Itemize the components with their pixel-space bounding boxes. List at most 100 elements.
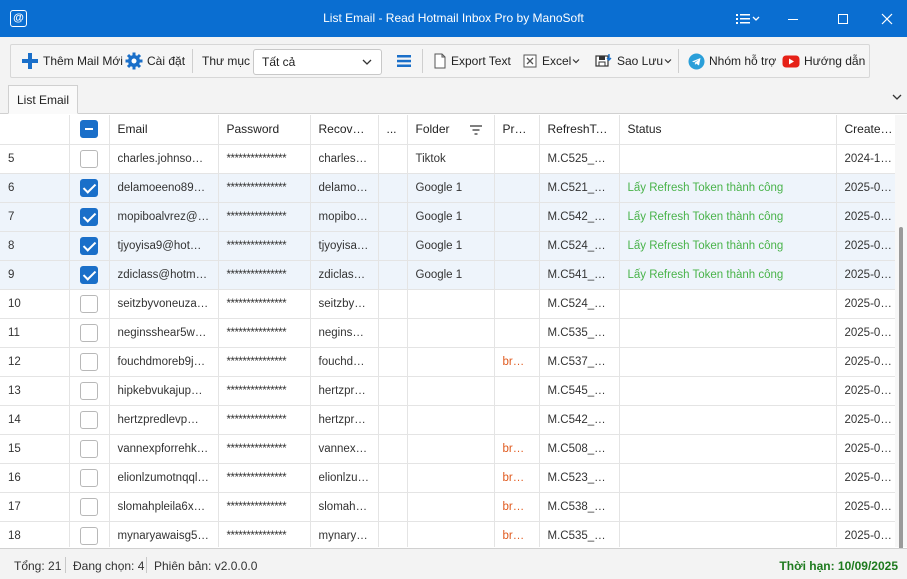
table-row[interactable]: 15 vannexpforrehk@... *************** vanne… <box>0 434 895 464</box>
scrollbar-thumb[interactable] <box>899 227 903 557</box>
window-menu-button[interactable] <box>728 0 768 37</box>
excel-label: Excel <box>542 54 572 68</box>
row-checkbox[interactable] <box>80 381 98 400</box>
row-checkbox[interactable] <box>80 497 98 516</box>
table-row[interactable]: 13 hipkebvukajup@... *************** hertzp… <box>0 376 895 406</box>
telegram-icon <box>688 53 705 69</box>
toolbar: Thêm Mail Mới Cài đặt Thư mục Tất cả Exp… <box>0 37 907 85</box>
cell-extra <box>378 202 408 232</box>
settings-button[interactable]: Cài đặt <box>125 45 185 77</box>
table-row[interactable]: 6 delamoeeno89@... *************** delamoe.… <box>0 173 895 203</box>
row-checkbox[interactable] <box>80 468 98 487</box>
cell-select[interactable] <box>69 289 110 319</box>
cell-select[interactable] <box>69 521 110 547</box>
cell-select[interactable] <box>69 260 110 290</box>
row-checkbox[interactable] <box>80 352 98 371</box>
table-row[interactable]: 16 elionlzumotnqql@... *************** elio… <box>0 463 895 493</box>
table-row[interactable]: 17 slomahpleila6xo@... *************** slom… <box>0 492 895 522</box>
column-header-extra[interactable]: ... <box>378 115 408 145</box>
vertical-scrollbar[interactable] <box>895 115 907 557</box>
folder-select[interactable]: Tất cả <box>253 49 382 75</box>
cell-created: 2025-03-... <box>836 434 895 464</box>
column-header-refresh-token[interactable]: RefreshTok... <box>539 115 620 145</box>
table-row[interactable]: 14 hertzpredlevp@h... *************** hertz… <box>0 405 895 435</box>
row-checkbox[interactable] <box>80 178 98 197</box>
column-header-select-all[interactable] <box>69 115 110 145</box>
cell-select[interactable] <box>69 202 110 232</box>
cell-select[interactable] <box>69 231 110 261</box>
hamburger-icon <box>397 55 411 67</box>
email-table: Email Password Recover... ... Folder Pro… <box>0 115 895 547</box>
table-row[interactable]: 12 fouchdmoreb9j7ot... *************** fouc… <box>0 347 895 377</box>
cell-refresh-token: M.C545_S... <box>539 376 620 406</box>
column-header-created[interactable]: Created... <box>836 115 895 145</box>
column-header-status[interactable]: Status <box>619 115 837 145</box>
cell-select[interactable] <box>69 144 110 174</box>
row-checkbox[interactable] <box>80 526 98 545</box>
cell-rownum: 8 <box>0 231 70 261</box>
backup-label: Sao Lưu <box>617 54 664 68</box>
row-checkbox[interactable] <box>80 323 98 342</box>
column-header-rownum <box>0 115 70 145</box>
column-header-email[interactable]: Email <box>109 115 219 145</box>
select-all-checkbox[interactable] <box>80 120 98 139</box>
table-row[interactable]: 5 charles.johnson90... *************** char… <box>0 144 895 174</box>
cell-rownum: 17 <box>0 492 70 522</box>
excel-button[interactable]: Excel <box>522 45 585 77</box>
tab-list-email[interactable]: List Email <box>8 85 78 114</box>
cell-folder <box>407 463 495 493</box>
cell-select[interactable] <box>69 434 110 464</box>
cell-select[interactable] <box>69 376 110 406</box>
cell-rownum: 15 <box>0 434 70 464</box>
toolbar-separator <box>678 49 679 73</box>
cell-refresh-token: M.C524_BL... <box>539 231 620 261</box>
support-group-button[interactable]: Nhóm hỗ trợ <box>688 45 776 77</box>
table-row[interactable]: 18 mynaryawaisg5kt... *************** mynar… <box>0 521 895 547</box>
cell-select[interactable] <box>69 347 110 377</box>
plus-icon <box>22 53 38 69</box>
column-header-password[interactable]: Password <box>218 115 311 145</box>
cell-created: 2025-03-... <box>836 463 895 493</box>
view-list-button[interactable] <box>396 45 416 77</box>
table-row[interactable]: 9 zdiclass@hotmail... *************** zdicl… <box>0 260 895 290</box>
cell-proxy <box>494 318 540 348</box>
table-row[interactable]: 11 neginsshear5wxp... *************** negin… <box>0 318 895 348</box>
cell-select[interactable] <box>69 492 110 522</box>
cell-select[interactable] <box>69 405 110 435</box>
export-text-button[interactable]: Export Text <box>433 45 511 77</box>
row-checkbox[interactable] <box>80 439 98 458</box>
table-row[interactable]: 8 tjyoyisa9@hotmail... *************** tjyo… <box>0 231 895 261</box>
cell-extra <box>378 405 408 435</box>
row-checkbox[interactable] <box>80 236 98 255</box>
cell-select[interactable] <box>69 463 110 493</box>
cell-status: Lấy Refresh Token thành công <box>619 231 837 261</box>
column-header-folder[interactable]: Folder <box>407 115 495 145</box>
guide-button[interactable]: Hướng dẫn <box>782 45 865 77</box>
maximize-icon <box>838 13 848 24</box>
row-checkbox[interactable] <box>80 207 98 226</box>
maximize-button[interactable] <box>820 0 866 37</box>
cell-recover: charles.jo... <box>310 144 379 174</box>
filter-icon[interactable] <box>469 125 482 135</box>
minimize-button[interactable] <box>770 0 816 37</box>
toolbar-panel: Thêm Mail Mới Cài đặt Thư mục Tất cả Exp… <box>10 44 870 78</box>
table-row[interactable]: 10 seitzbyvoneuzaen... *************** seit… <box>0 289 895 319</box>
row-checkbox[interactable] <box>80 294 98 313</box>
cell-select[interactable] <box>69 173 110 203</box>
row-checkbox[interactable] <box>80 149 98 168</box>
backup-button[interactable]: Sao Lưu <box>595 45 677 77</box>
close-button[interactable] <box>866 0 907 37</box>
cell-rownum: 13 <box>0 376 70 406</box>
cell-email: charles.johnson90... <box>109 144 219 174</box>
column-header-proxy[interactable]: Proxy <box>494 115 540 145</box>
column-header-recover[interactable]: Recover... <box>310 115 379 145</box>
chevron-down-icon[interactable] <box>891 91 903 103</box>
add-mail-button[interactable]: Thêm Mail Mới <box>21 45 123 77</box>
cell-email: vannexpforrehk@... <box>109 434 219 464</box>
cell-created: 2025-03-... <box>836 492 895 522</box>
cell-select[interactable] <box>69 318 110 348</box>
row-checkbox[interactable] <box>80 265 98 284</box>
table-row[interactable]: 7 mopiboalvrez@ho... *************** mopibo… <box>0 202 895 232</box>
row-checkbox[interactable] <box>80 410 98 429</box>
cell-extra <box>378 347 408 377</box>
